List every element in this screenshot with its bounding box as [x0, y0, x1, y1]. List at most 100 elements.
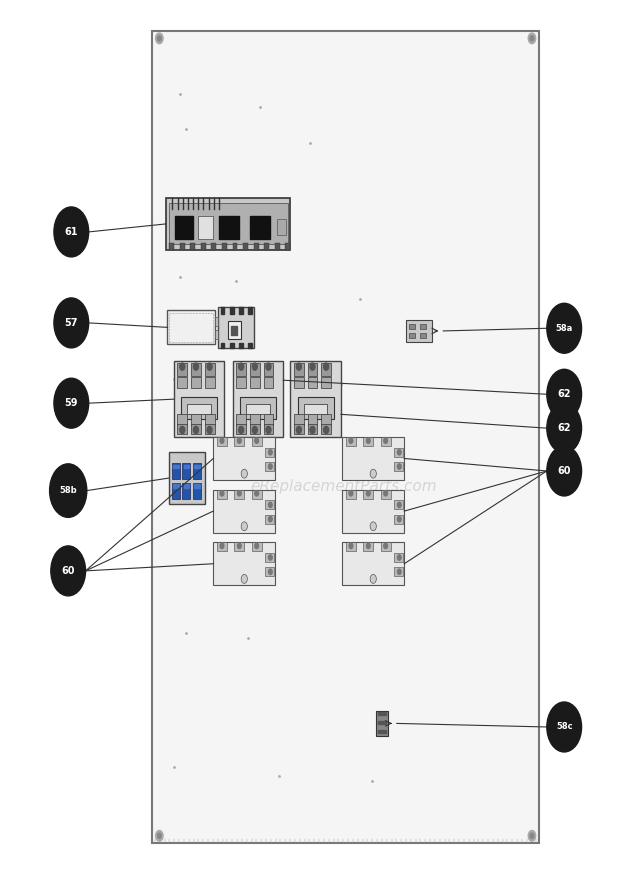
Bar	[294, 377, 304, 388]
Circle shape	[239, 426, 244, 434]
Bar	[321, 363, 331, 376]
Bar	[169, 313, 213, 342]
Bar	[190, 243, 195, 250]
Bar	[265, 567, 274, 576]
Bar	[191, 414, 201, 425]
Bar	[265, 500, 274, 509]
Circle shape	[547, 403, 582, 453]
Bar	[236, 414, 246, 425]
Bar	[166, 198, 290, 250]
Text: 62: 62	[557, 423, 571, 434]
Bar	[252, 490, 262, 499]
Bar	[184, 465, 189, 468]
Circle shape	[239, 363, 244, 370]
Bar	[363, 542, 373, 551]
Bar	[265, 515, 274, 524]
Text: 62: 62	[557, 389, 571, 400]
Bar	[378, 721, 386, 724]
Bar	[219, 216, 239, 239]
Circle shape	[310, 363, 315, 370]
Bar	[254, 243, 259, 250]
Bar	[180, 243, 185, 250]
Text: 58a: 58a	[556, 324, 573, 333]
Circle shape	[528, 33, 536, 44]
Bar	[420, 324, 426, 329]
Circle shape	[220, 543, 224, 549]
Circle shape	[268, 555, 272, 560]
Bar	[250, 216, 270, 239]
Circle shape	[268, 502, 272, 508]
Circle shape	[51, 546, 86, 596]
Circle shape	[237, 438, 241, 443]
Bar	[265, 462, 274, 471]
Circle shape	[255, 438, 259, 443]
Bar	[240, 397, 276, 419]
Bar	[205, 377, 215, 388]
Bar	[394, 462, 403, 471]
Bar	[321, 414, 331, 425]
Text: 57: 57	[64, 318, 78, 328]
Circle shape	[296, 426, 301, 434]
Bar	[346, 437, 356, 446]
Bar	[169, 452, 205, 504]
Circle shape	[310, 426, 315, 434]
Bar	[248, 307, 252, 314]
Bar	[346, 490, 356, 499]
Circle shape	[366, 438, 370, 443]
Circle shape	[366, 491, 370, 496]
Bar	[342, 490, 404, 533]
Bar	[321, 377, 331, 388]
Text: 60: 60	[557, 466, 571, 476]
Bar	[298, 397, 334, 419]
Bar	[191, 377, 201, 388]
Circle shape	[384, 491, 388, 496]
Bar	[264, 377, 273, 388]
Circle shape	[547, 369, 582, 419]
Bar	[191, 363, 201, 376]
Circle shape	[366, 543, 370, 549]
Bar	[264, 363, 273, 376]
Bar	[236, 424, 246, 434]
Bar	[215, 330, 218, 339]
Circle shape	[180, 426, 185, 434]
Bar	[394, 500, 403, 509]
Bar	[243, 243, 248, 250]
Circle shape	[241, 574, 247, 583]
Bar	[394, 515, 403, 524]
Circle shape	[207, 363, 212, 370]
Circle shape	[397, 516, 401, 522]
Bar	[250, 414, 260, 425]
Bar	[250, 377, 260, 388]
Circle shape	[397, 502, 401, 508]
Bar	[174, 361, 224, 437]
Bar	[187, 404, 211, 414]
Bar	[182, 463, 190, 479]
Bar	[217, 542, 227, 551]
Circle shape	[220, 491, 224, 496]
Circle shape	[54, 298, 89, 348]
Circle shape	[237, 491, 241, 496]
Circle shape	[180, 363, 185, 370]
Bar	[409, 333, 415, 338]
Circle shape	[530, 36, 534, 41]
Circle shape	[528, 830, 536, 841]
Bar	[236, 363, 246, 376]
Circle shape	[252, 363, 257, 370]
Circle shape	[349, 438, 353, 443]
Circle shape	[156, 830, 163, 841]
Circle shape	[530, 833, 534, 838]
Bar	[381, 437, 391, 446]
Bar	[394, 553, 403, 562]
Bar	[304, 404, 327, 414]
Circle shape	[384, 438, 388, 443]
Bar	[152, 31, 539, 843]
Circle shape	[547, 702, 582, 752]
Bar	[221, 307, 224, 314]
Bar	[172, 483, 180, 499]
Circle shape	[157, 833, 161, 838]
Circle shape	[193, 426, 198, 434]
Circle shape	[370, 469, 376, 478]
Bar	[184, 484, 189, 488]
Circle shape	[370, 522, 376, 531]
Circle shape	[397, 450, 401, 455]
